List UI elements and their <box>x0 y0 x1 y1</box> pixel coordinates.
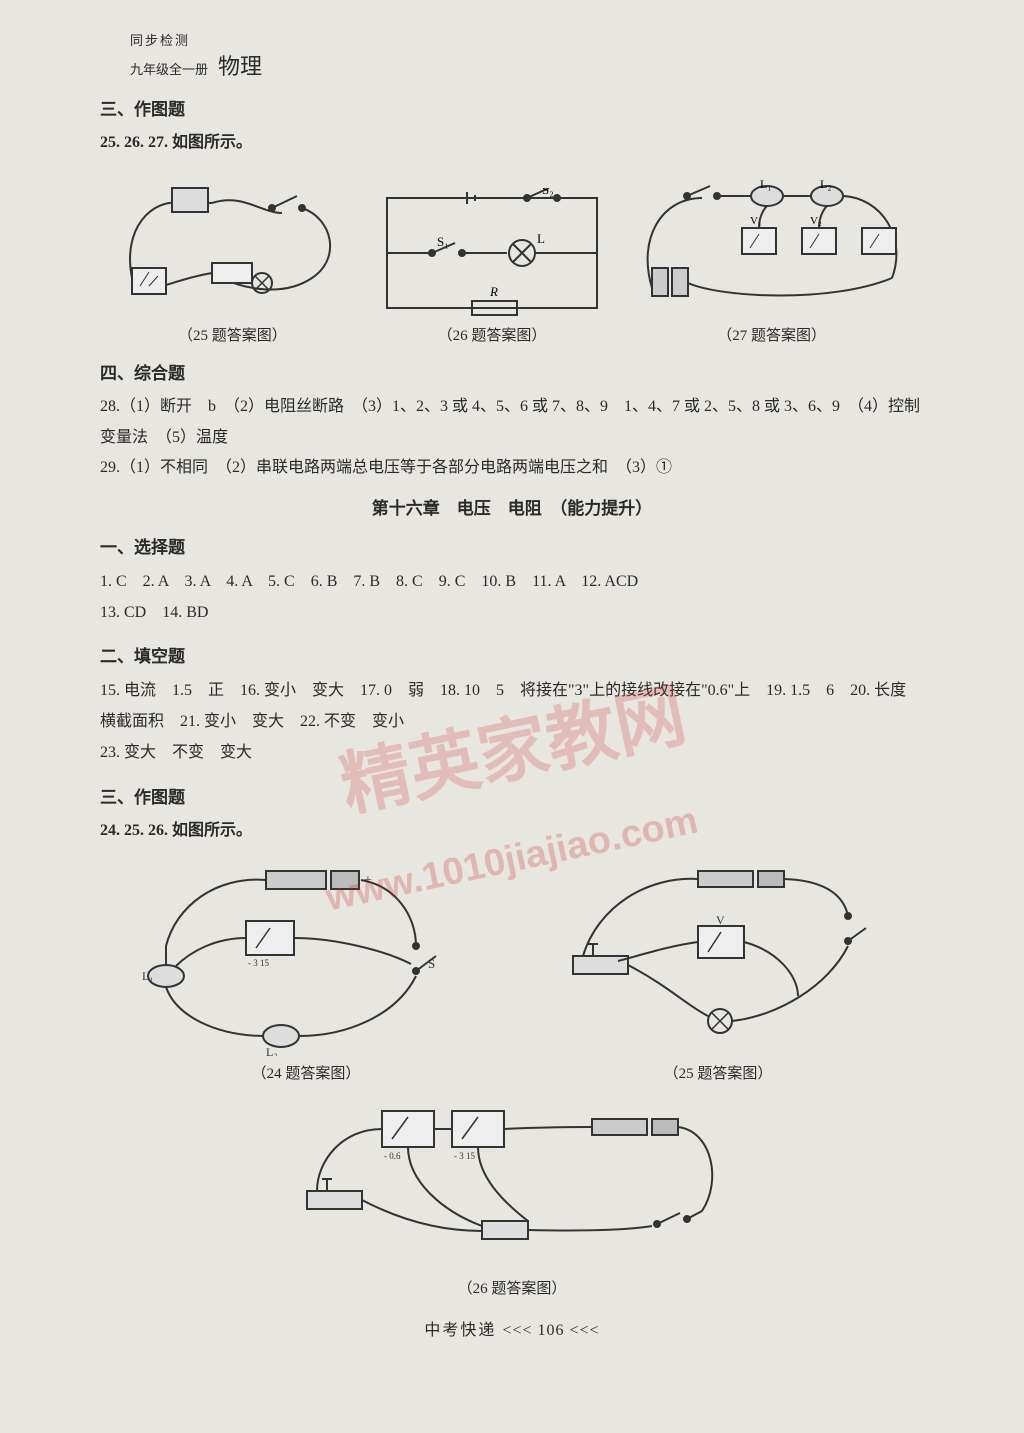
label-s1: S₁ <box>437 234 449 249</box>
label-L1: L₁ <box>760 177 772 191</box>
header-subject: 物理 <box>218 54 262 79</box>
figure-25b: V （25 题答案图） <box>548 856 888 1083</box>
svg-text:- 0.6: - 0.6 <box>384 1151 401 1161</box>
q24-26-text: 24. 25. 26. 如图所示。 <box>100 816 924 846</box>
figure-26b-caption: （26 题答案图） <box>292 1277 732 1298</box>
figure-27: L₁ L₂ V₁ V₂ （27 题答案图） <box>632 168 912 345</box>
circuit-26b-svg: - 0.6 - 3 15 <box>292 1091 732 1271</box>
label-L2: L₂ <box>820 177 832 191</box>
figure-25: （25 题答案图） <box>112 168 352 345</box>
figure-26-caption: （26 题答案图） <box>377 324 607 345</box>
circuit-26-svg: S₂ S₁ L R <box>377 188 607 318</box>
section-a-title: 一、选择题 <box>100 533 924 558</box>
footer-label: 中考快递 <box>424 1322 496 1339</box>
fill-answers-1: 15. 电流 1.5 正 16. 变小 变大 17. 0 弱 18. 10 5 … <box>100 675 924 737</box>
figure-row-3: - 0.6 - 3 15 <box>100 1091 924 1298</box>
q29-text: 29.（1）不相同 （2）串联电路两端总电压等于各部分电路两端电压之和 （3）① <box>100 453 924 483</box>
svg-text:L₁: L₁ <box>142 969 154 983</box>
figure-row-2: + L₁ L₂ S - 3 15 <box>100 856 924 1083</box>
page-header: 同步检测 九年级全一册 物理 <box>130 30 924 81</box>
svg-text:V: V <box>716 913 725 927</box>
figure-26: S₂ S₁ L R （26 题答案图） <box>377 188 607 345</box>
circuit-25-svg <box>112 168 352 318</box>
label-s2: S₂ <box>542 188 554 197</box>
figure-24b-caption: （24 题答案图） <box>136 1062 476 1083</box>
fill-answers-2: 23. 变大 不变 变大 <box>100 737 924 768</box>
figure-26b: - 0.6 - 3 15 <box>292 1091 732 1298</box>
header-line1: 同步检测 <box>130 30 924 49</box>
figure-27-caption: （27 题答案图） <box>632 324 912 345</box>
mc-answers-2: 13. CD 14. BD <box>100 597 924 628</box>
svg-text:L₂: L₂ <box>266 1045 278 1056</box>
label-R: R <box>489 284 498 299</box>
svg-text:S: S <box>428 956 435 971</box>
section-4-title: 四、综合题 <box>100 359 924 384</box>
circuit-27-svg: L₁ L₂ V₁ V₂ <box>632 168 912 318</box>
figure-25-caption: （25 题答案图） <box>112 324 352 345</box>
section-3-title: 三、作图题 <box>100 95 924 120</box>
mc-answers-1: 1. C 2. A 3. A 4. A 5. C 6. B 7. B 8. C … <box>100 566 924 597</box>
header-grade: 九年级全一册 <box>130 62 208 77</box>
figure-24b: + L₁ L₂ S - 3 15 <box>136 856 476 1083</box>
label-L: L <box>537 231 545 246</box>
figure-row-1: （25 题答案图） <box>100 168 924 345</box>
label-V2: V₂ <box>810 215 822 227</box>
figure-25b-caption: （25 题答案图） <box>548 1062 888 1083</box>
footer-page: <<< 106 <<< <box>502 1322 599 1339</box>
svg-text:- 3 15: - 3 15 <box>248 958 269 968</box>
label-V1: V₁ <box>750 215 762 227</box>
q25-27-text: 25. 26. 27. 如图所示。 <box>100 128 924 158</box>
page-footer: 中考快递 <<< 106 <<< <box>100 1316 924 1340</box>
page-root: 同步检测 九年级全一册 物理 三、作图题 25. 26. 27. 如图所示。 <box>0 0 1024 1370</box>
header-line2: 九年级全一册 物理 <box>130 49 924 81</box>
section-b-title: 二、填空题 <box>100 642 924 667</box>
circuit-25b-svg: V <box>548 856 888 1056</box>
q28-text: 28.（1）断开 b （2）电阻丝断路 （3）1、2、3 或 4、5、6 或 7… <box>100 392 924 453</box>
svg-text:- 3 15: - 3 15 <box>454 1151 475 1161</box>
chapter-title: 第十六章 电压 电阻 （能力提升） <box>100 494 924 519</box>
circuit-24b-svg: + L₁ L₂ S - 3 15 <box>136 856 476 1056</box>
section-c-title: 三、作图题 <box>100 783 924 808</box>
